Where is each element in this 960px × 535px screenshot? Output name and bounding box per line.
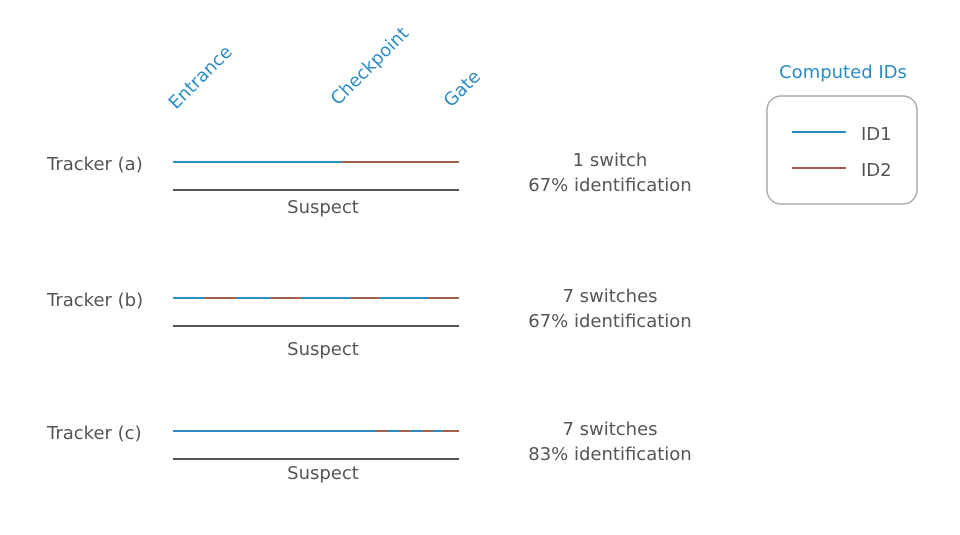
identification-score: 67% identification	[528, 311, 691, 332]
tracker-row-a: Tracker (a) Suspect 1 switch 67% identif…	[46, 150, 692, 218]
tracker-name: Tracker (a)	[46, 154, 143, 175]
switch-count: 7 switches	[562, 286, 657, 307]
suspect-label: Suspect	[287, 463, 359, 484]
legend-label-id2: ID2	[861, 160, 892, 181]
legend-box	[766, 95, 918, 205]
tracker-name: Tracker (c)	[46, 423, 142, 444]
legend-title: Computed IDs	[779, 62, 907, 83]
location-label-entrance: Entrance	[165, 42, 237, 114]
identification-score: 67% identification	[528, 175, 691, 196]
suspect-label: Suspect	[287, 339, 359, 360]
location-label-checkpoint: Checkpoint	[327, 23, 413, 109]
location-label-gate: Gate	[440, 66, 485, 111]
identification-score: 83% identification	[528, 444, 691, 465]
legend-label-id1: ID1	[861, 124, 892, 145]
suspect-label: Suspect	[287, 197, 359, 218]
legend: Computed IDs ID1 ID2	[766, 62, 918, 205]
location-labels: Entrance Checkpoint Gate	[165, 23, 485, 113]
tracker-row-c: Tracker (c) Suspect 7 switches 83% ident…	[46, 419, 692, 484]
tracker-name: Tracker (b)	[46, 290, 143, 311]
switch-count: 1 switch	[573, 150, 648, 171]
tracker-row-b: Tracker (b) Suspect 7 switches 67% ident…	[46, 286, 692, 360]
switch-count: 7 switches	[562, 419, 657, 440]
